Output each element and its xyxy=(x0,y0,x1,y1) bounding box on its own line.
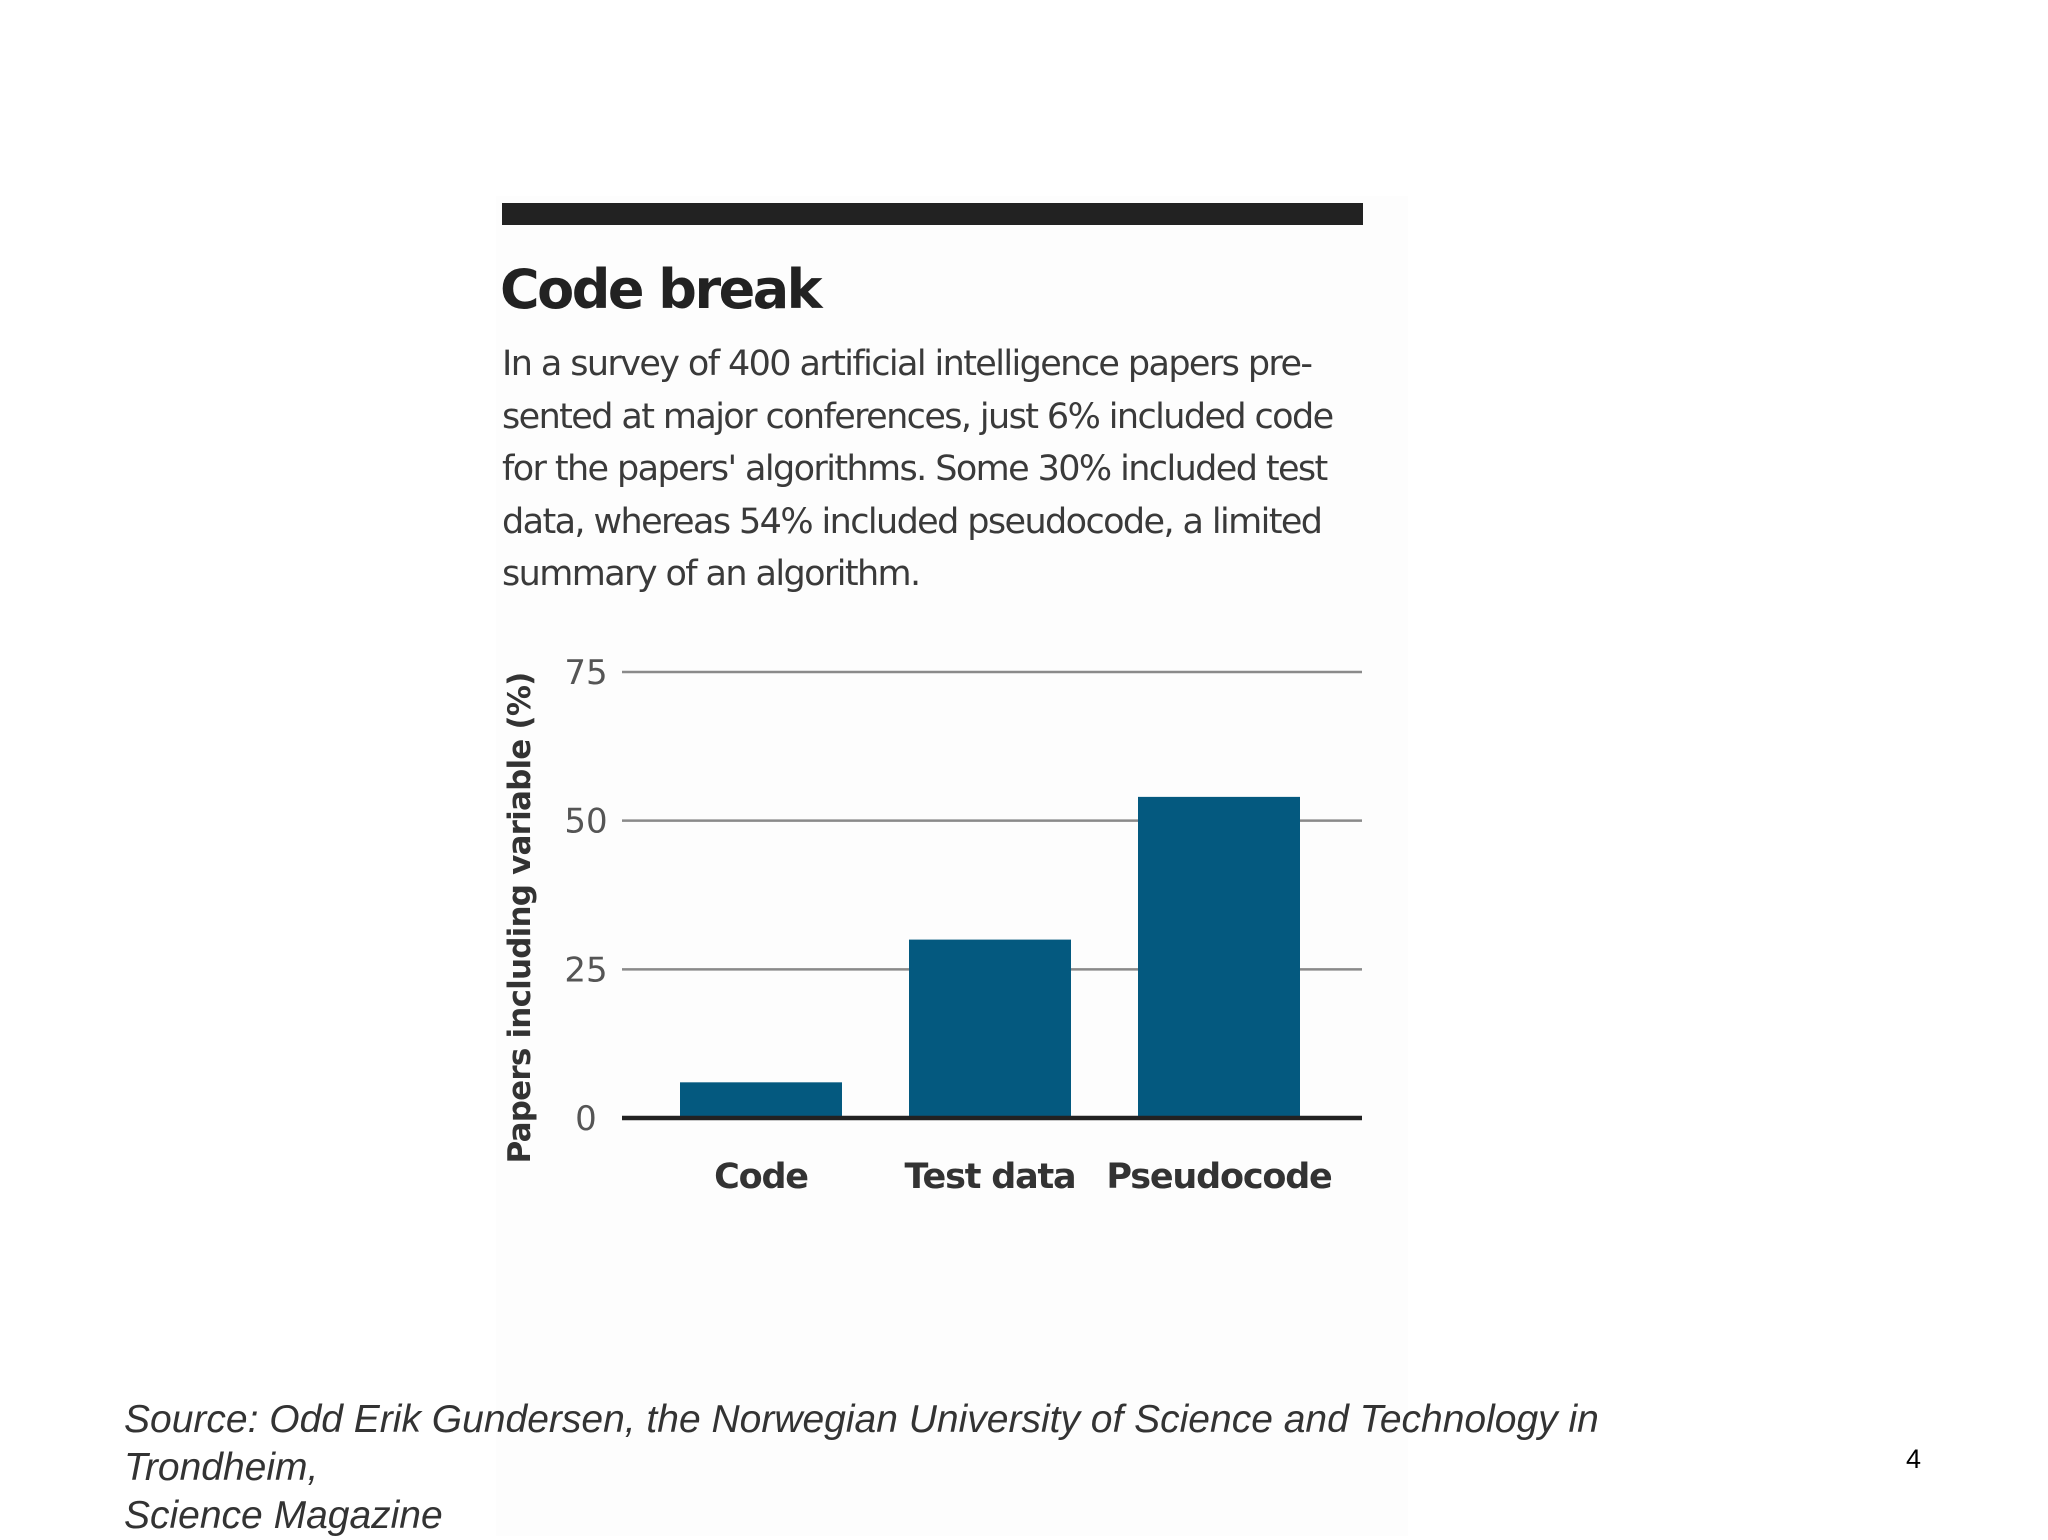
y-tick-label: 75 xyxy=(564,653,607,693)
y-tick-label: 50 xyxy=(564,802,607,842)
y-tick-label: 0 xyxy=(575,1099,597,1139)
source-line-3: Science Magazine xyxy=(124,1494,443,1537)
bar-code xyxy=(680,1082,842,1118)
chart-subtitle: In a survey of 400 artificial intelligen… xyxy=(502,344,1334,594)
title-rule xyxy=(502,203,1363,225)
bar-test-data xyxy=(909,939,1071,1118)
source-line-1: Source: Odd Erik Gundersen, the Norwegia… xyxy=(124,1398,1599,1441)
bar-chart: 0 25 50 75 Code Test data Pseudocode Papers inc… xyxy=(502,653,1362,1197)
source-note: Source: Odd Erik Gundersen, the Norwegia… xyxy=(124,1396,1684,1540)
x-tick-label: Test data xyxy=(905,1157,1076,1197)
y-tick-label: 25 xyxy=(564,950,607,990)
y-axis-title: Papers including variable (%) xyxy=(502,673,538,1164)
page-number: 4 xyxy=(1906,1444,1922,1474)
x-tick-label: Code xyxy=(714,1157,808,1197)
chart-title: Code break xyxy=(500,258,823,321)
x-tick-label: Pseudocode xyxy=(1106,1157,1332,1197)
source-line-2: Trondheim, xyxy=(124,1446,319,1489)
chart-figure: Code break In a survey of 400 artificial… xyxy=(496,196,1408,1536)
bar-pseudocode xyxy=(1138,796,1300,1118)
